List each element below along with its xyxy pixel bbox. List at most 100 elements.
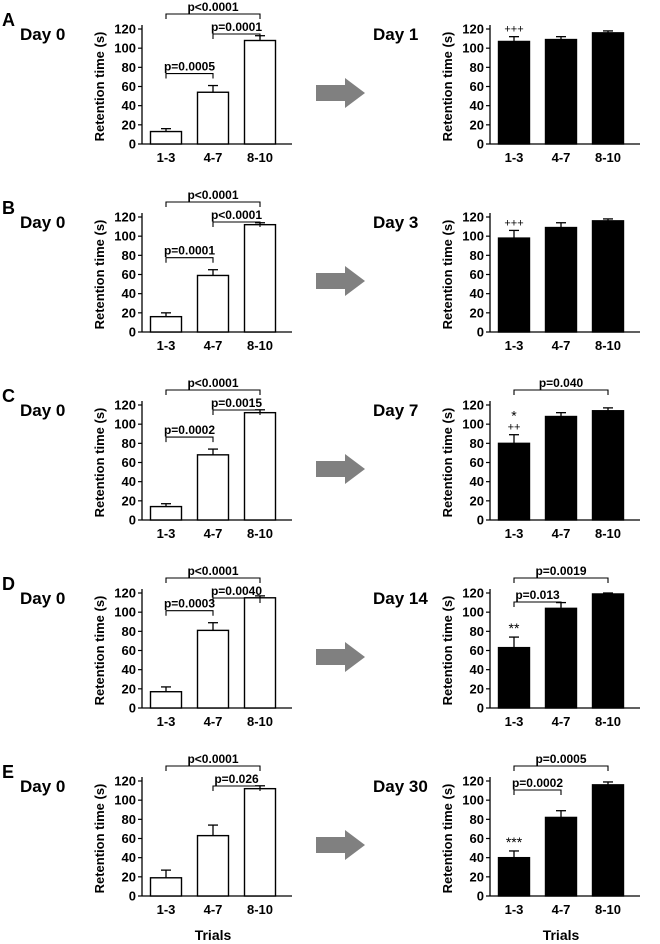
y-tick-label: 0 bbox=[129, 889, 136, 904]
y-axis-label: Retention time (s) bbox=[440, 220, 455, 330]
bar bbox=[591, 32, 625, 145]
arrow-right-icon bbox=[316, 642, 365, 672]
bar bbox=[497, 237, 531, 333]
significance-mark: * bbox=[511, 408, 517, 424]
x-tick-label: 8-10 bbox=[595, 338, 621, 353]
y-tick-label: 0 bbox=[129, 137, 136, 152]
chart-title: Day 14 bbox=[373, 589, 428, 608]
y-tick-label: 40 bbox=[122, 286, 136, 301]
y-tick-label: 100 bbox=[114, 41, 136, 56]
y-tick-label: 60 bbox=[122, 455, 136, 470]
y-tick-label: 60 bbox=[122, 831, 136, 846]
significance-bracket bbox=[165, 72, 214, 79]
bar bbox=[591, 220, 625, 333]
y-tick-label: 120 bbox=[114, 586, 136, 601]
y-tick-label: 0 bbox=[129, 325, 136, 340]
significance-mark: *** bbox=[506, 834, 523, 850]
chart-b-1: Day 3 Retention time (s) 0 20 40 60 80 100 120 1-… bbox=[373, 210, 640, 353]
significance-mark: ** bbox=[509, 620, 520, 636]
y-tick-label: 20 bbox=[122, 681, 136, 696]
chart-title: Day 3 bbox=[373, 213, 418, 232]
y-tick-label: 0 bbox=[477, 325, 484, 340]
bar bbox=[196, 274, 230, 333]
arrow-right-icon bbox=[316, 266, 365, 296]
y-tick-label: 40 bbox=[122, 850, 136, 865]
bar bbox=[591, 593, 625, 709]
x-tick-label: 1-3 bbox=[505, 338, 524, 353]
x-tick-label: 8-10 bbox=[247, 714, 273, 729]
x-tick-label: 8-10 bbox=[595, 150, 621, 165]
x-tick-label: 8-10 bbox=[595, 714, 621, 729]
bar bbox=[243, 411, 277, 521]
y-tick-label: 20 bbox=[122, 305, 136, 320]
bar bbox=[497, 40, 531, 145]
bar bbox=[149, 130, 183, 145]
y-tick-label: 60 bbox=[122, 267, 136, 282]
panel-b: B Day 0 Retention time (s) 0 20 40 60 80 100 120 1… bbox=[2, 188, 640, 353]
p-value-label: p=0.040 bbox=[539, 376, 584, 390]
p-value-label: p<0.0001 bbox=[187, 376, 238, 390]
y-tick-label: 0 bbox=[129, 513, 136, 528]
x-tick-label: 1-3 bbox=[157, 714, 176, 729]
y-tick-label: 20 bbox=[122, 869, 136, 884]
y-tick-label: 20 bbox=[470, 869, 484, 884]
bar bbox=[196, 91, 230, 145]
y-axis-label: Retention time (s) bbox=[440, 32, 455, 142]
chart-title: Day 0 bbox=[20, 25, 65, 44]
p-value-label: p=0.0002 bbox=[164, 423, 215, 437]
chart-d-0: Day 0 Retention time (s) 0 20 40 60 80 100 120 1-… bbox=[20, 564, 292, 729]
bar bbox=[196, 629, 230, 709]
panel-letter: A bbox=[2, 10, 15, 30]
y-tick-label: 20 bbox=[470, 681, 484, 696]
bar bbox=[149, 691, 183, 709]
y-tick-label: 60 bbox=[470, 643, 484, 658]
y-tick-label: 120 bbox=[114, 398, 136, 413]
x-tick-label: 8-10 bbox=[247, 150, 273, 165]
y-tick-label: 80 bbox=[122, 60, 136, 75]
bar bbox=[243, 787, 277, 897]
y-tick-label: 80 bbox=[470, 624, 484, 639]
p-value-label: p=0.026 bbox=[214, 772, 259, 786]
y-tick-label: 0 bbox=[477, 513, 484, 528]
p-value-label: p=0.013 bbox=[515, 588, 560, 602]
y-tick-label: 40 bbox=[470, 474, 484, 489]
panel-letter: C bbox=[2, 386, 15, 406]
bar bbox=[544, 38, 578, 145]
arrow-right-icon bbox=[316, 454, 365, 484]
y-axis-label: Retention time (s) bbox=[92, 32, 107, 142]
significance-bracket bbox=[165, 436, 214, 443]
bar bbox=[149, 877, 183, 897]
y-axis-label: Retention time (s) bbox=[92, 784, 107, 894]
significance-bracket bbox=[165, 765, 261, 771]
significance-bracket bbox=[212, 33, 261, 39]
significance-bracket bbox=[513, 765, 609, 771]
p-value-label: p=0.0005 bbox=[535, 752, 586, 766]
y-tick-label: 120 bbox=[462, 774, 484, 789]
p-value-label: p=0.0019 bbox=[535, 564, 586, 578]
chart-c-0: Day 0 Retention time (s) 0 20 40 60 80 100 120 1-… bbox=[20, 376, 292, 541]
chart-title: Day 0 bbox=[20, 401, 65, 420]
significance-bracket bbox=[212, 597, 261, 603]
significance-bracket bbox=[165, 13, 261, 19]
y-tick-label: 20 bbox=[470, 117, 484, 132]
x-tick-label: 4-7 bbox=[552, 902, 571, 917]
chart-c-1: Day 7 Retention time (s) 0 20 40 60 80 100 120 1-… bbox=[373, 376, 640, 541]
significance-bracket bbox=[212, 409, 261, 415]
y-tick-label: 100 bbox=[114, 417, 136, 432]
panel-letter: E bbox=[2, 762, 14, 782]
y-tick-label: 0 bbox=[129, 701, 136, 716]
x-tick-label: 1-3 bbox=[505, 526, 524, 541]
p-value-label: p=0.0003 bbox=[164, 597, 215, 611]
significance-bracket bbox=[165, 389, 261, 395]
y-tick-label: 80 bbox=[470, 812, 484, 827]
significance-bracket bbox=[513, 601, 562, 607]
bar bbox=[544, 415, 578, 521]
y-tick-label: 0 bbox=[477, 137, 484, 152]
y-tick-label: 100 bbox=[462, 793, 484, 808]
x-tick-label: 4-7 bbox=[552, 526, 571, 541]
y-tick-label: 120 bbox=[114, 22, 136, 37]
p-value-label: p<0.0001 bbox=[187, 188, 238, 202]
p-value-label: p<0.0001 bbox=[187, 564, 238, 578]
y-axis-label: Retention time (s) bbox=[440, 784, 455, 894]
